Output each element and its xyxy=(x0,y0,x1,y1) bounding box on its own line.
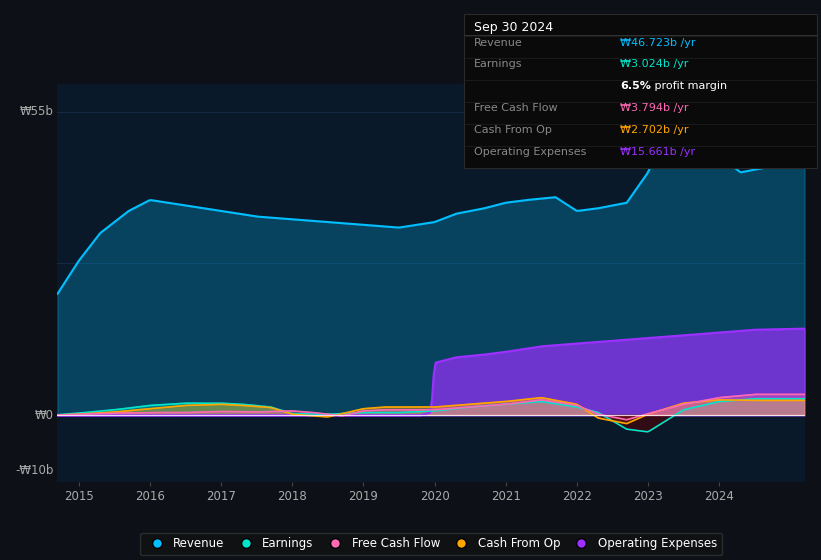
Text: Operating Expenses: Operating Expenses xyxy=(474,147,586,157)
Text: -₩10b: -₩10b xyxy=(16,464,53,477)
Text: ₩15.661b /yr: ₩15.661b /yr xyxy=(620,147,695,157)
Text: Earnings: Earnings xyxy=(474,59,522,69)
Legend: Revenue, Earnings, Free Cash Flow, Cash From Op, Operating Expenses: Revenue, Earnings, Free Cash Flow, Cash … xyxy=(140,533,722,555)
Text: ₩0: ₩0 xyxy=(34,409,53,422)
Text: ₩46.723b /yr: ₩46.723b /yr xyxy=(620,38,695,48)
Text: profit margin: profit margin xyxy=(651,81,727,91)
Text: Free Cash Flow: Free Cash Flow xyxy=(474,103,557,113)
Text: 6.5%: 6.5% xyxy=(620,81,651,91)
Text: ₩3.794b /yr: ₩3.794b /yr xyxy=(620,103,688,113)
Text: ₩55b: ₩55b xyxy=(20,105,53,118)
Text: ₩3.024b /yr: ₩3.024b /yr xyxy=(620,59,688,69)
Text: ₩2.702b /yr: ₩2.702b /yr xyxy=(620,125,688,135)
Text: Cash From Op: Cash From Op xyxy=(474,125,552,135)
Text: Revenue: Revenue xyxy=(474,38,522,48)
Text: Sep 30 2024: Sep 30 2024 xyxy=(474,21,553,34)
